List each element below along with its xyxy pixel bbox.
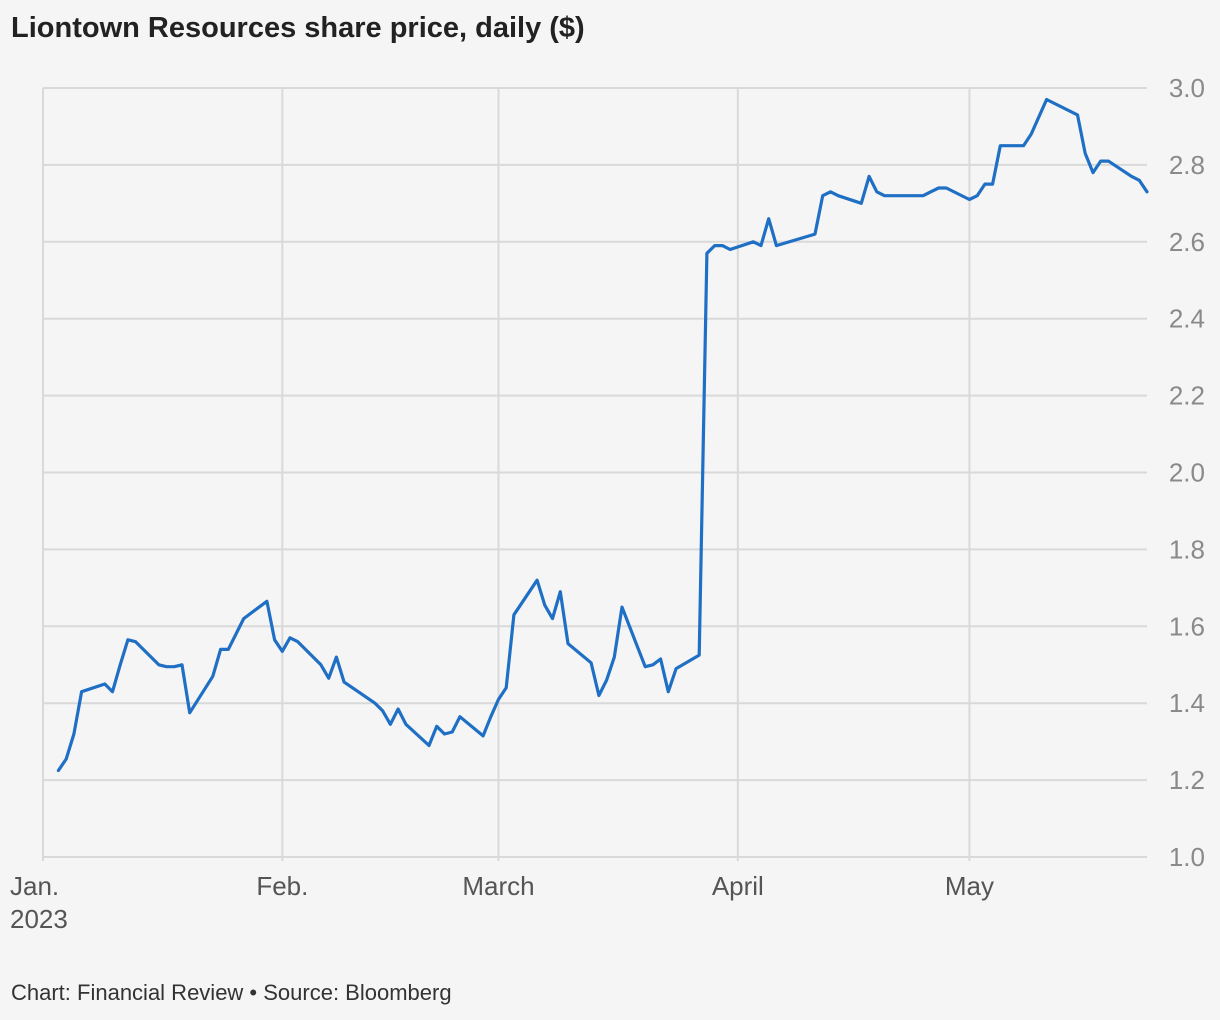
price-line — [58, 100, 1147, 771]
y-tick-label: 2.6 — [1169, 227, 1205, 257]
price-series — [58, 100, 1147, 771]
y-tick-label: 1.2 — [1169, 765, 1205, 795]
y-tick-label: 3.0 — [1169, 73, 1205, 103]
x-tick-sublabel: 2023 — [10, 904, 68, 934]
y-tick-label: 2.0 — [1169, 458, 1205, 488]
y-tick-label: 2.8 — [1169, 150, 1205, 180]
y-tick-label: 2.4 — [1169, 304, 1205, 334]
x-tick-label: May — [945, 871, 994, 901]
x-tick-label: Jan. — [10, 871, 59, 901]
y-tick-label: 1.4 — [1169, 688, 1205, 718]
x-tick-label: Feb. — [256, 871, 308, 901]
source-credit: Chart: Financial Review • Source: Bloomb… — [11, 980, 452, 1006]
chart-grid — [43, 88, 1147, 861]
x-tick-label: March — [462, 871, 534, 901]
y-tick-label: 2.2 — [1169, 381, 1205, 411]
y-axis: 1.0 1.2 1.4 1.6 1.8 2.0 2.2 2.4 2.6 2.8 3.0 — [1169, 73, 1205, 872]
y-tick-label: 1.8 — [1169, 534, 1205, 564]
y-tick-label: 1.6 — [1169, 611, 1205, 641]
x-tick-label: April — [712, 871, 764, 901]
x-axis: Jan.2023 Feb. March April May — [10, 871, 994, 934]
y-tick-label: 1.0 — [1169, 842, 1205, 872]
